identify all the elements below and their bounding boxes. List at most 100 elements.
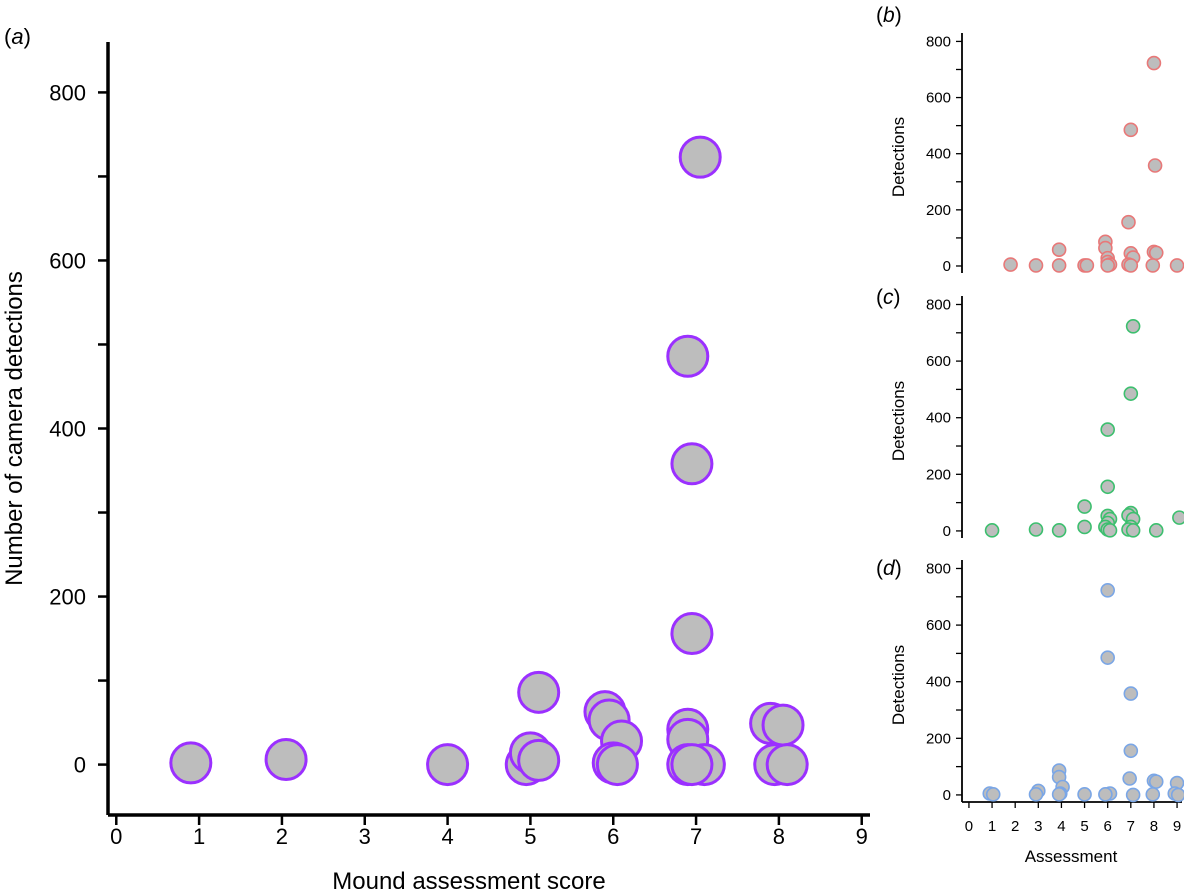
data-point <box>171 743 211 783</box>
panel-a-main-scatter: (a) 0 200 400 600 800 0 1 2 3 4 5 6 7 8 9 Mound assessme… <box>1 24 870 895</box>
data-point <box>1030 788 1043 801</box>
data-point <box>1171 259 1184 272</box>
y-tick-label: 400 <box>926 146 951 163</box>
data-point <box>1099 788 1112 801</box>
data-point <box>986 524 999 537</box>
x-tick-label: 1 <box>193 824 205 849</box>
data-point <box>680 137 720 177</box>
data-point <box>1146 259 1159 272</box>
data-point <box>1173 511 1184 524</box>
data-point <box>987 788 1000 801</box>
data-point <box>1172 788 1184 801</box>
data-point <box>1124 123 1137 136</box>
y-axis-title: Detections <box>889 117 908 197</box>
data-point <box>1150 246 1163 259</box>
data-point <box>763 705 803 745</box>
panel-label-d: (d) <box>876 557 902 580</box>
y-tick-label: 800 <box>926 296 951 313</box>
data-point <box>1150 524 1163 537</box>
x-tick-label: 8 <box>773 824 785 849</box>
x-tick-label: 2 <box>1011 818 1019 835</box>
data-point <box>1123 772 1136 785</box>
data-point <box>1004 258 1017 271</box>
data-point <box>1053 243 1066 256</box>
x-axis-title: Mound assessment score <box>332 868 605 895</box>
data-point <box>1030 259 1043 272</box>
x-tick-label: 6 <box>1104 818 1112 835</box>
data-point <box>1101 584 1114 597</box>
data-point <box>1146 788 1159 801</box>
x-tick-label: 8 <box>1150 818 1158 835</box>
y-tick-label: 600 <box>926 617 951 634</box>
data-point <box>1053 524 1066 537</box>
y-tick-label: 0 <box>943 523 951 540</box>
y-tick-label: 0 <box>74 753 86 778</box>
y-tick-label: 0 <box>943 258 951 275</box>
x-tick-label: 4 <box>1057 818 1065 835</box>
x-axis-title: Assessment <box>1025 847 1118 866</box>
panel-label-a: (a) <box>4 24 31 49</box>
y-tick-label: 400 <box>926 674 951 691</box>
data-point <box>266 740 306 780</box>
y-tick-label: 200 <box>926 202 951 219</box>
x-tick-label: 2 <box>276 824 288 849</box>
x-tick-label: 6 <box>607 824 619 849</box>
data-point <box>1149 159 1162 172</box>
data-point <box>597 745 637 785</box>
panel-label-b: (b) <box>876 4 902 27</box>
x-tick-label: 5 <box>524 824 536 849</box>
x-tick-label: 1 <box>988 818 996 835</box>
y-axis-title: Number of camera detections <box>1 271 28 586</box>
data-point <box>1078 520 1091 533</box>
x-tick-label: 9 <box>1173 818 1181 835</box>
data-point <box>1101 651 1114 664</box>
data-point <box>1127 320 1140 333</box>
x-tick-label: 0 <box>965 818 973 835</box>
data-point <box>1101 423 1114 436</box>
data-point <box>1104 524 1117 537</box>
x-tick-label: 3 <box>359 824 371 849</box>
data-point <box>672 745 712 785</box>
x-tick-label: 0 <box>110 824 122 849</box>
x-tick-label: 5 <box>1080 818 1088 835</box>
panel-b-scatter: (b) 0 200 400 600 800 Detections <box>876 4 1184 275</box>
data-point <box>672 614 712 654</box>
x-tick-label: 4 <box>441 824 453 849</box>
data-point <box>1078 788 1091 801</box>
x-tick-label: 7 <box>690 824 702 849</box>
data-point <box>519 740 559 780</box>
data-point <box>1101 480 1114 493</box>
data-point <box>668 336 708 376</box>
data-point <box>1101 259 1114 272</box>
y-tick-label: 200 <box>49 585 86 610</box>
y-tick-label: 200 <box>926 730 951 747</box>
data-point <box>1053 259 1066 272</box>
y-tick-label: 400 <box>926 410 951 427</box>
data-point <box>519 672 559 712</box>
data-point <box>1124 687 1137 700</box>
data-point <box>1030 523 1043 536</box>
y-axis-title: Detections <box>889 645 908 725</box>
panel-c-scatter: (c) 0 200 400 600 800 Detections <box>876 286 1184 540</box>
data-point <box>1078 500 1091 513</box>
data-point <box>1147 57 1160 70</box>
x-tick-label: 7 <box>1127 818 1135 835</box>
y-tick-label: 200 <box>926 466 951 483</box>
y-tick-label: 800 <box>926 560 951 577</box>
y-tick-label: 400 <box>49 417 86 442</box>
y-tick-label: 600 <box>926 90 951 107</box>
y-tick-label: 600 <box>926 353 951 370</box>
y-tick-label: 800 <box>926 33 951 50</box>
data-point <box>672 444 712 484</box>
y-tick-label: 800 <box>49 80 86 105</box>
y-tick-label: 600 <box>49 248 86 273</box>
data-point <box>1053 788 1066 801</box>
data-point <box>1080 259 1093 272</box>
x-tick-label: 9 <box>856 824 868 849</box>
data-point <box>1124 744 1137 757</box>
data-point <box>1127 788 1140 801</box>
y-tick-label: 0 <box>943 787 951 804</box>
x-tick-label: 3 <box>1034 818 1042 835</box>
